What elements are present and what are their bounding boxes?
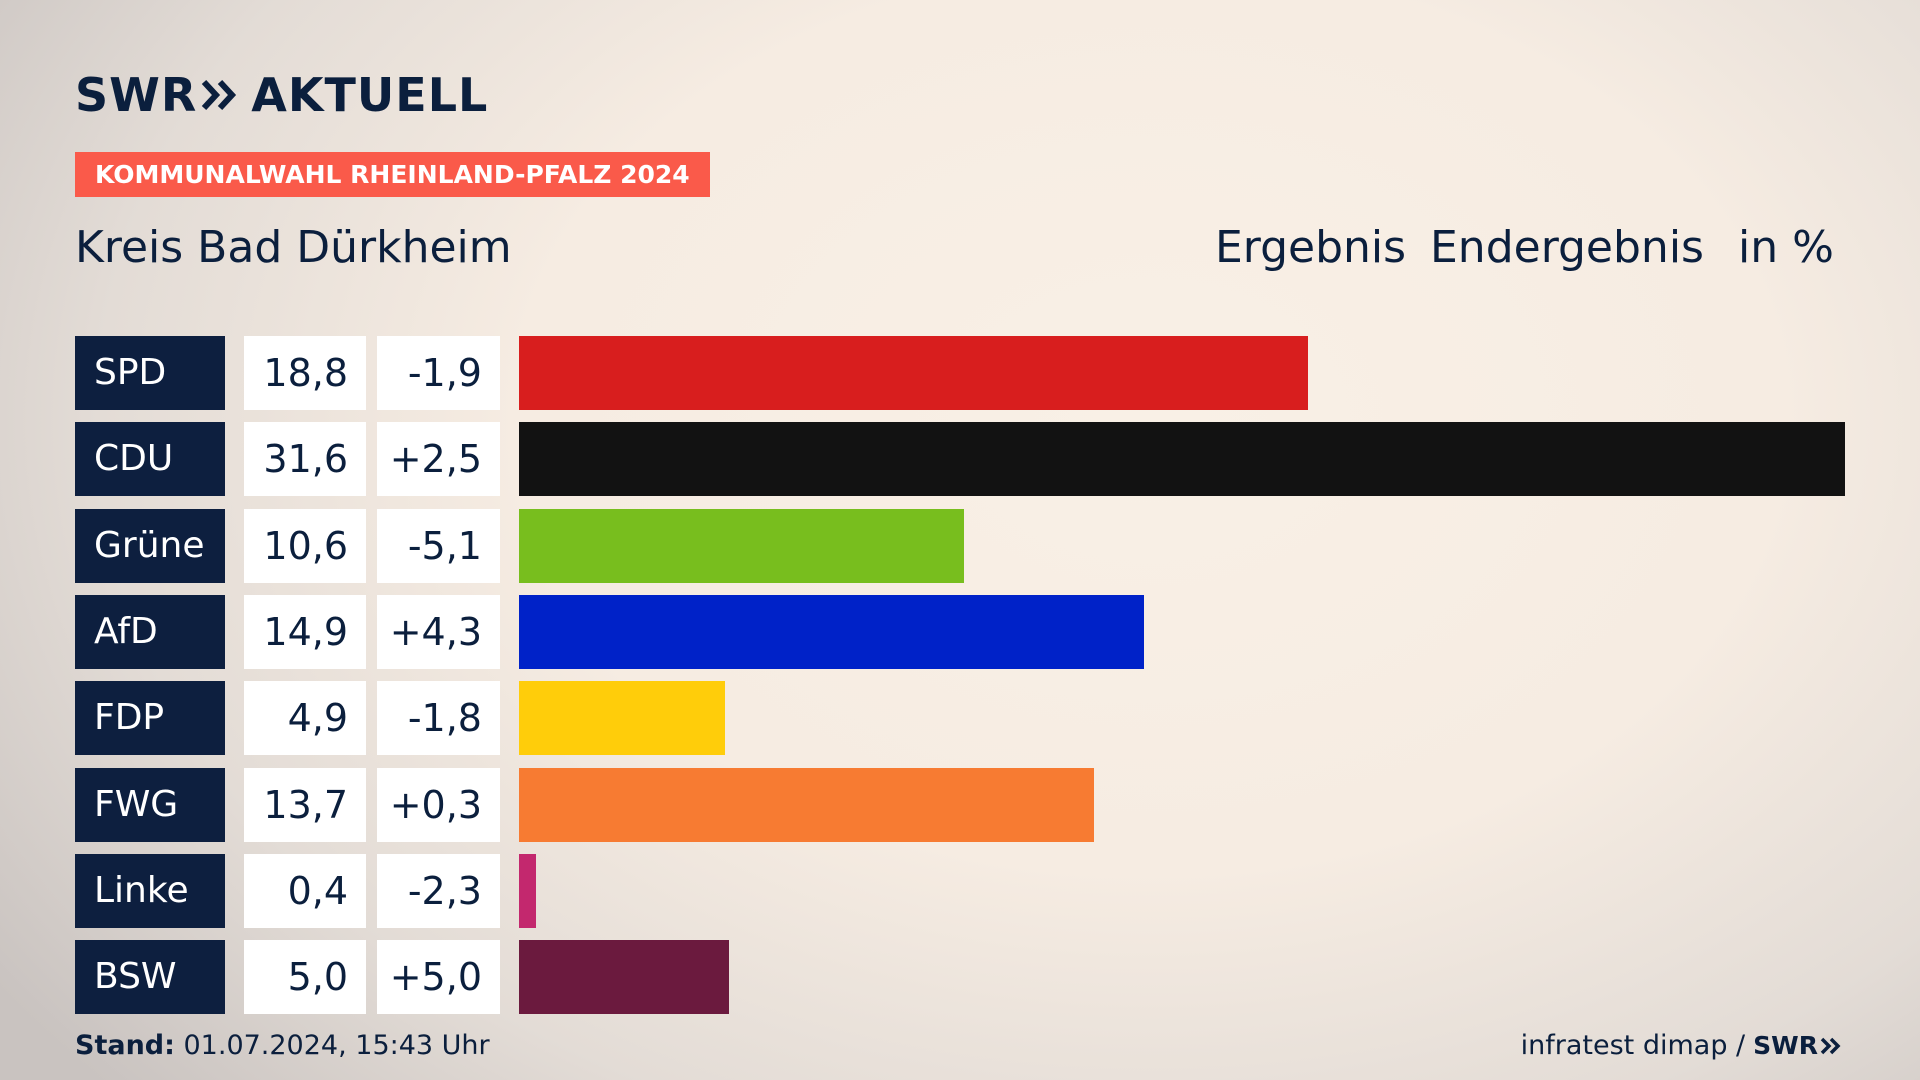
- footer-logo-text: SWR: [1753, 1031, 1818, 1060]
- party-label: BSW: [75, 940, 225, 1014]
- party-label: AfD: [75, 595, 225, 669]
- double-chevron-icon: [202, 79, 237, 111]
- result-row: AfD 14,9 +4,3: [75, 595, 1845, 669]
- footer-swr-logo: SWR: [1753, 1031, 1842, 1060]
- swr-aktuell-logo: SWR AKTUELL: [75, 68, 488, 122]
- footer-chevron-icon: [1820, 1037, 1841, 1054]
- party-label: FDP: [75, 681, 225, 755]
- party-label: CDU: [75, 422, 225, 496]
- change-value: -1,8: [377, 681, 500, 755]
- change-value: +5,0: [377, 940, 500, 1014]
- change-value: -1,9: [377, 336, 500, 410]
- result-value: 0,4: [244, 854, 366, 928]
- region-title: Kreis Bad Dürkheim: [75, 222, 512, 273]
- change-value: -5,1: [377, 509, 500, 583]
- bar-track: [519, 595, 1845, 669]
- stand-label: Stand:: [75, 1030, 175, 1061]
- stand-value: 01.07.2024, 15:43 Uhr: [174, 1030, 490, 1061]
- result-bar: [519, 509, 964, 583]
- footer-source: infratest dimap / SWR: [1521, 1030, 1842, 1061]
- result-row: FDP 4,9 -1,8: [75, 681, 1845, 755]
- party-label: Linke: [75, 854, 225, 928]
- result-value: 14,9: [244, 595, 366, 669]
- result-bar: [519, 681, 725, 755]
- result-row: FWG 13,7 +0,3: [75, 768, 1845, 842]
- result-value: 31,6: [244, 422, 366, 496]
- bar-track: [519, 681, 1845, 755]
- result-row: Linke 0,4 -2,3: [75, 854, 1845, 928]
- change-value: +2,5: [377, 422, 500, 496]
- bar-track: [519, 336, 1845, 410]
- result-value: 4,9: [244, 681, 366, 755]
- change-value: +4,3: [377, 595, 500, 669]
- result-row: CDU 31,6 +2,5: [75, 422, 1845, 496]
- bar-track: [519, 422, 1845, 496]
- party-label: FWG: [75, 768, 225, 842]
- result-bar: [519, 336, 1308, 410]
- bar-track: [519, 509, 1845, 583]
- footer-timestamp: Stand: 01.07.2024, 15:43 Uhr: [75, 1030, 490, 1061]
- result-row: SPD 18,8 -1,9: [75, 336, 1845, 410]
- source-text: infratest dimap /: [1520, 1030, 1746, 1061]
- bar-track: [519, 854, 1845, 928]
- result-value: 10,6: [244, 509, 366, 583]
- change-value: +0,3: [377, 768, 500, 842]
- result-bar: [519, 422, 1845, 496]
- header-endergebnis: Endergebnis: [1430, 222, 1704, 273]
- party-label: SPD: [75, 336, 225, 410]
- party-label: Grüne: [75, 509, 225, 583]
- election-badge: KOMMUNALWAHL RHEINLAND-PFALZ 2024: [75, 152, 710, 197]
- result-value: 18,8: [244, 336, 366, 410]
- logo-swr-text: SWR: [75, 68, 198, 122]
- header-unit: in %: [1738, 222, 1834, 273]
- result-value: 13,7: [244, 768, 366, 842]
- header-ergebnis: Ergebnis: [1215, 222, 1407, 273]
- logo-aktuell-text: AKTUELL: [251, 68, 489, 122]
- result-bar: [519, 940, 729, 1014]
- result-value: 5,0: [244, 940, 366, 1014]
- result-row: BSW 5,0 +5,0: [75, 940, 1845, 1014]
- result-bar: [519, 595, 1144, 669]
- result-bar: [519, 854, 536, 928]
- change-value: -2,3: [377, 854, 500, 928]
- result-row: Grüne 10,6 -5,1: [75, 509, 1845, 583]
- bar-track: [519, 768, 1845, 842]
- bar-track: [519, 940, 1845, 1014]
- result-bar: [519, 768, 1094, 842]
